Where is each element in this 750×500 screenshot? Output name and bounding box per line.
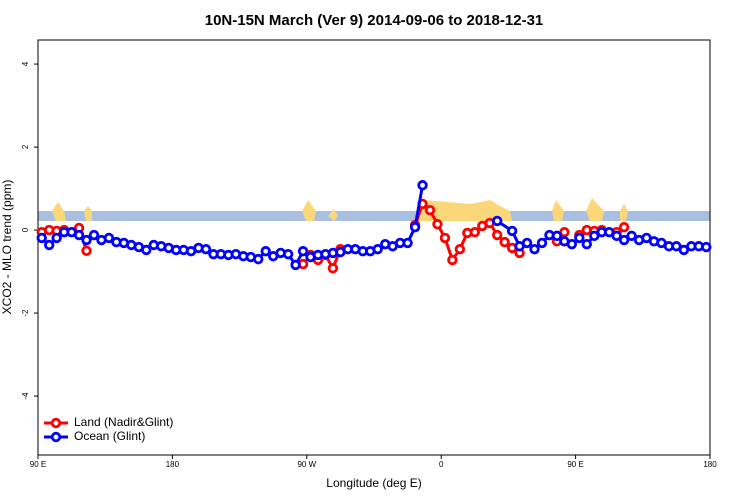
land-patch [302, 200, 316, 221]
data-point [439, 232, 451, 244]
data-point [290, 259, 301, 271]
data-point [492, 215, 503, 227]
data-point [51, 232, 62, 244]
data-point [81, 234, 92, 246]
legend-marker [50, 431, 62, 443]
data-point [402, 237, 413, 249]
y-tick-label: -4 [21, 392, 30, 400]
data-point [521, 237, 533, 249]
data-point [372, 243, 383, 255]
land-patch [84, 206, 92, 221]
x-tick-label: 90 E [567, 460, 583, 469]
data-point [73, 229, 85, 241]
data-point [141, 244, 152, 256]
y-tick-label: 2 [21, 144, 30, 149]
data-point [678, 244, 690, 256]
data-point [424, 204, 436, 216]
data-point [559, 226, 570, 238]
data-point [581, 238, 592, 250]
data-point [282, 248, 294, 260]
data-point [253, 253, 264, 265]
data-point [454, 243, 466, 255]
legend-label: Ocean (Glint) [74, 429, 145, 443]
data-point [447, 254, 458, 266]
data-point [618, 221, 630, 233]
land-patch [418, 200, 512, 221]
data-point [432, 219, 443, 230]
data-point [81, 245, 92, 257]
data-point [297, 246, 309, 257]
data-point [469, 226, 480, 238]
data-point [574, 232, 585, 244]
land-patch [552, 200, 564, 221]
data-point [701, 241, 712, 253]
x-axis-label: Longitude (deg E) [326, 476, 421, 490]
series [36, 180, 712, 271]
y-axis-label: XCO2 - MLO trend (ppm) [0, 180, 14, 315]
y-tick-label: 0 [21, 227, 30, 232]
data-point [499, 236, 510, 248]
land-patch [586, 198, 604, 221]
data-point [589, 230, 600, 242]
data-point [618, 234, 630, 246]
ocean-band [38, 211, 710, 221]
data-point [44, 239, 55, 251]
data-point [492, 229, 503, 241]
data-point [200, 243, 212, 255]
x-tick-label: 90 W [297, 460, 316, 469]
x-tick-label: 180 [703, 460, 717, 469]
legend-label: Land (Nadir&Glint) [74, 415, 173, 429]
land-patch [328, 209, 338, 221]
data-point [566, 238, 578, 250]
data-point [671, 241, 682, 252]
data-point [626, 230, 637, 242]
data-point [506, 225, 518, 237]
data-point [529, 243, 540, 255]
data-point [536, 237, 548, 249]
data-point [103, 232, 115, 244]
chart-title: 10N-15N March (Ver 9) 2014-09-06 to 2018… [205, 12, 544, 29]
data-point [611, 230, 622, 242]
x-tick-label: 180 [166, 460, 180, 469]
data-point [260, 246, 271, 257]
data-point [417, 180, 428, 191]
x-tick-label: 0 [439, 460, 444, 469]
legend-marker [50, 417, 62, 429]
y-tick-label: -2 [21, 309, 30, 317]
land-patch [620, 204, 628, 221]
data-point [551, 230, 563, 242]
land-patch [52, 202, 66, 221]
x-tick-label: 90 E [30, 460, 46, 469]
land-mask [38, 198, 710, 221]
data-point [36, 232, 47, 244]
y-tick-label: 4 [21, 61, 30, 66]
data-point [88, 229, 100, 241]
data-point [409, 221, 421, 233]
data-point [604, 226, 615, 238]
data-point [327, 263, 339, 274]
